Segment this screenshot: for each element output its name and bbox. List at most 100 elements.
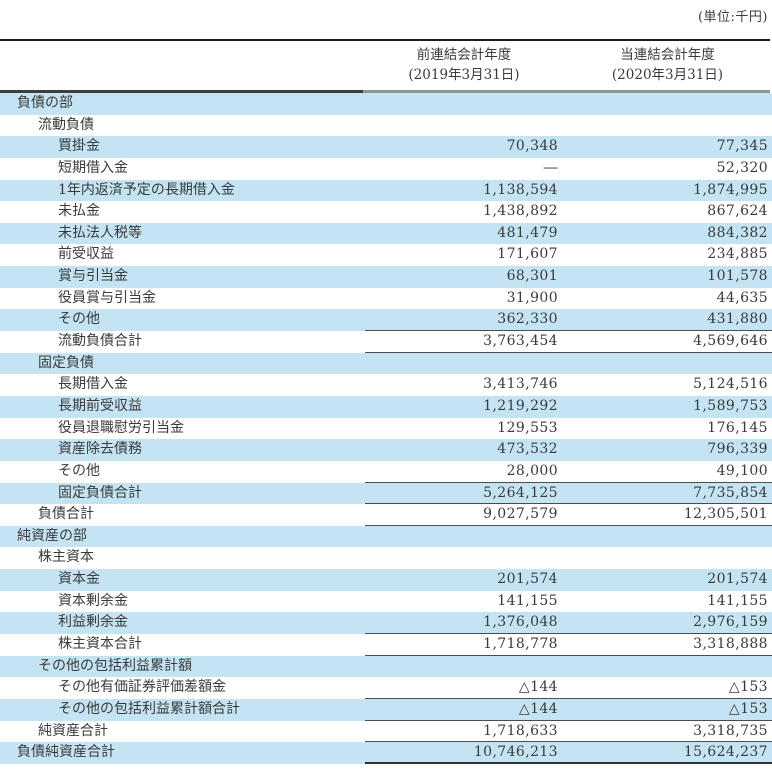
previous-year-value: 1,376,048 [483, 614, 558, 631]
current-year-value: 431,880 [707, 311, 768, 328]
row-label: 資産除去債務 [58, 441, 142, 458]
row-values [365, 547, 772, 569]
row-label: 利益剰余金 [58, 614, 128, 631]
table-row: 長期借入金 3,413,746 5,124,516 [0, 374, 772, 396]
current-year-value: 234,885 [707, 246, 768, 263]
column-header-current-year-date: (2020年3月31日) [611, 66, 724, 83]
previous-year-value: 10,746,213 [473, 744, 558, 761]
row-label: 資本剰余金 [58, 592, 128, 609]
table-row: 買掛金 70,348 77,345 [0, 136, 772, 158]
top-rule [0, 39, 770, 41]
current-year-value: 101,578 [707, 268, 768, 285]
row-values [365, 526, 772, 548]
row-label: 固定負債 [38, 354, 94, 371]
row-label: 賞与引当金 [58, 268, 128, 285]
previous-year-value: 3,763,454 [483, 333, 558, 350]
previous-year-value: 1,718,633 [483, 722, 558, 739]
row-label: 買掛金 [58, 138, 100, 155]
previous-year-value: 171,607 [497, 246, 558, 263]
column-header-previous-year: 前連結会計年度 (2019年3月31日) [363, 46, 565, 85]
row-values: 141,155 141,155 [365, 591, 772, 613]
table-row: 流動負債 [0, 115, 772, 137]
row-label: 前受収益 [58, 246, 114, 263]
previous-year-value: 473,532 [497, 441, 558, 458]
row-values: 129,553 176,145 [365, 418, 772, 440]
table-body: 負債の部 流動負債 買掛金 70,348 77,345 短期借入金 [0, 93, 772, 764]
previous-year-value [365, 93, 567, 115]
row-label: 株主資本 [38, 549, 94, 566]
previous-year-value [365, 656, 567, 678]
previous-year-value [365, 115, 567, 137]
previous-year-value: 1,219,292 [483, 397, 558, 414]
previous-year-value: 1,438,892 [483, 203, 558, 220]
table-row: 負債の部 [0, 93, 772, 115]
current-year-value: 176,145 [707, 419, 768, 436]
header-rule-gray-segment [363, 90, 770, 93]
row-label: その他の包括利益累計額 [38, 657, 192, 674]
row-values: 171,607 234,885 [365, 244, 772, 266]
current-year-value: 2,976,159 [693, 614, 768, 631]
previous-year-value: 9,027,579 [483, 506, 558, 523]
current-year-value: △153 [728, 700, 768, 717]
row-label: 短期借入金 [58, 159, 128, 176]
table-row: その他の包括利益累計額 [0, 655, 772, 678]
column-header-current-year: 当連結会計年度 (2020年3月31日) [565, 46, 770, 85]
previous-year-value: 141,155 [497, 592, 558, 609]
row-values [365, 656, 772, 678]
current-year-value: 7,735,854 [693, 484, 768, 501]
previous-year-value: 3,413,746 [483, 376, 558, 393]
current-year-value: 5,124,516 [693, 376, 768, 393]
row-label: その他有価証券評価差額金 [58, 679, 226, 696]
row-values: 1,438,892 867,624 [365, 201, 772, 223]
previous-year-value: 1,138,594 [483, 181, 558, 198]
row-values: 3,413,746 5,124,516 [365, 374, 772, 396]
current-year-value: 867,624 [707, 203, 768, 220]
row-label: 1年内返済予定の長期借入金 [58, 181, 235, 198]
previous-year-value: △144 [518, 679, 558, 696]
current-year-value: 77,345 [716, 138, 768, 155]
row-label: 長期借入金 [58, 376, 128, 393]
previous-year-value: 68,301 [506, 268, 558, 285]
row-label: 長期前受収益 [58, 397, 142, 414]
row-label: 純資産の部 [17, 527, 87, 544]
row-values [365, 115, 772, 137]
row-values: 473,532 796,339 [365, 439, 772, 461]
row-values: ― 52,320 [365, 158, 772, 180]
row-values: 1,219,292 1,589,753 [365, 396, 772, 418]
row-values: 28,000 49,100 [365, 461, 772, 483]
header-rule [0, 90, 770, 93]
current-year-value: 141,155 [707, 592, 768, 609]
row-label: 役員賞与引当金 [58, 289, 156, 306]
table-row: 役員賞与引当金 31,900 44,635 [0, 288, 772, 310]
previous-year-value: 28,000 [506, 462, 558, 479]
table-row: その他 362,330 431,880 [0, 309, 772, 332]
current-year-value [567, 353, 772, 375]
row-values: 1,376,048 2,976,159 [365, 612, 772, 635]
row-label: 負債合計 [38, 506, 94, 523]
column-headers: 前連結会計年度 (2019年3月31日) 当連結会計年度 (2020年3月31日… [0, 41, 772, 90]
current-year-value: 49,100 [716, 462, 768, 479]
table-row: 負債純資産合計 10,746,213 15,624,237 [0, 742, 772, 764]
current-year-value [567, 93, 772, 115]
table-row: 資本剰余金 141,155 141,155 [0, 591, 772, 613]
table-row: 純資産の部 [0, 525, 772, 548]
row-values: △144 △153 [365, 699, 772, 721]
table-row: 長期前受収益 1,219,292 1,589,753 [0, 395, 772, 418]
current-year-value: 796,339 [707, 441, 768, 458]
row-label: その他 [58, 311, 100, 328]
table-row: 賞与引当金 68,301 101,578 [0, 266, 772, 288]
current-year-value: 201,574 [707, 571, 768, 588]
row-label: 未払法人税等 [58, 224, 142, 241]
row-label: 未払金 [58, 203, 100, 220]
current-year-value: 3,318,735 [693, 722, 768, 739]
table-row: 役員退職慰労引当金 129,553 176,145 [0, 418, 772, 440]
current-year-value: 3,318,888 [693, 636, 768, 653]
row-label: 資本金 [58, 571, 100, 588]
table-row: 1年内返済予定の長期借入金 1,138,594 1,874,995 [0, 179, 772, 202]
row-values: 70,348 77,345 [365, 136, 772, 158]
previous-year-value: 481,479 [497, 224, 558, 241]
current-year-value [567, 115, 772, 137]
table-row: 負債合計 9,027,579 12,305,501 [0, 504, 772, 526]
column-header-previous-year-label: 前連結会計年度 [416, 46, 512, 63]
